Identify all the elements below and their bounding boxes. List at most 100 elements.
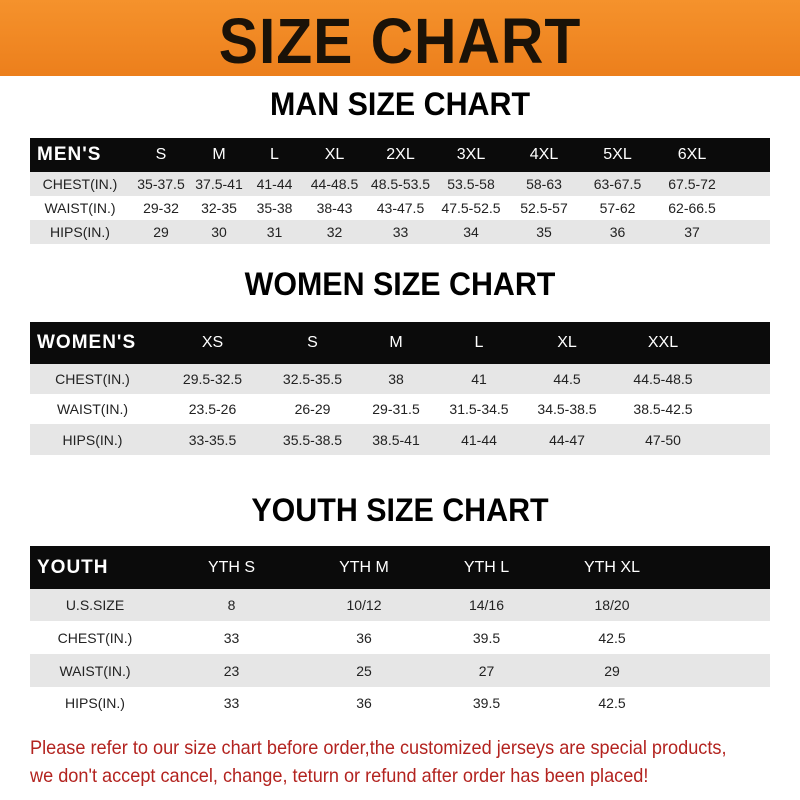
measurement-cell: 42.5 — [598, 694, 626, 711]
table-corner-label: MEN'S — [37, 144, 102, 165]
size-header: L — [270, 146, 279, 163]
row-label: CHEST(IN.) — [55, 371, 130, 387]
measurement-cell: 33 — [223, 629, 240, 646]
measurement-cell: 38.5-42.5 — [633, 401, 693, 417]
table-row: CHEST(IN.) 35-37.5 37.5-41 41-44 44-48.5 48.5… — [30, 172, 770, 196]
table-row: WAIST(IN.) 29-32 32-35 35-38 38-43 43-47.5 47.… — [30, 196, 770, 220]
measurement-cell: 14/16 — [468, 597, 505, 613]
measurement-cell: 29 — [153, 224, 169, 240]
header-row: YOUTH YTH S YTH M YTH L YTH XL — [30, 546, 770, 589]
measurement-cell: 29.5-32.5 — [182, 371, 243, 387]
measurement-cell: 29-31.5 — [372, 401, 420, 417]
table-corner-label: YOUTH — [37, 556, 109, 578]
size-header: XL — [324, 146, 345, 163]
measurement-cell: 29 — [604, 662, 620, 679]
row-label: WAIST(IN.) — [56, 401, 129, 417]
measurement-cell: 30 — [211, 224, 227, 240]
table-row: CHEST(IN.) 29.5-32.5 32.5-35.5 38 41 44.5 44.5… — [30, 364, 770, 394]
measurement-cell: 36 — [609, 224, 626, 240]
measurement-cell: 32-35 — [201, 200, 237, 216]
size-header: YTH L — [463, 558, 510, 576]
row-label: WAIST(IN.) — [44, 200, 116, 216]
measurement-cell: 23 — [223, 662, 240, 679]
size-header: 3XL — [456, 146, 486, 163]
banner: SIZE CHART — [0, 0, 800, 77]
measurement-cell: 43-47.5 — [376, 200, 425, 216]
men-section-title: MAN SIZE CHART — [269, 86, 531, 122]
measurement-cell: 8 — [227, 597, 236, 613]
measurement-cell: 62-66.5 — [668, 200, 716, 216]
size-header: 5XL — [603, 146, 632, 163]
measurement-cell: 29-32 — [143, 200, 179, 216]
banner-title: SIZE CHART — [218, 5, 582, 77]
measurement-cell: 52.5-57 — [520, 200, 568, 216]
measurement-cell: 32 — [326, 224, 343, 240]
measurement-cell: 47.5-52.5 — [441, 200, 501, 216]
measurement-cell: 41-44 — [256, 176, 293, 192]
measurement-cell: 23.5-26 — [188, 401, 237, 417]
table-row: HIPS(IN.) 29 30 31 32 33 34 35 36 37 — [30, 220, 770, 244]
measurement-cell: 35-38 — [256, 200, 293, 216]
size-header: XXL — [647, 334, 679, 351]
measurement-cell: 58-63 — [526, 176, 562, 192]
measurement-cell: 35 — [536, 224, 552, 240]
measurement-cell: 36 — [356, 629, 372, 646]
measurement-cell: 57-62 — [599, 200, 636, 216]
size-header: M — [389, 334, 403, 351]
order-notice: Please refer to our size chart before or… — [30, 734, 737, 790]
youth-size-table: YOUTH YTH S YTH M YTH L YTH XL U.S.SIZE 8 10/12… — [30, 546, 770, 718]
table-row: HIPS(IN.) 33-35.5 35.5-38.5 38.5-41 41-44 44-… — [30, 424, 770, 455]
measurement-cell: 41-44 — [461, 431, 497, 448]
measurement-cell: 37.5-41 — [195, 176, 243, 192]
row-label: CHEST(IN.) — [57, 629, 133, 646]
measurement-cell: 44.5-48.5 — [633, 371, 693, 387]
size-header: 4XL — [529, 146, 559, 163]
size-header: L — [474, 334, 484, 351]
men-size-table: MEN'S S M L XL 2XL 3XL 4XL 5XL 6XL CHEST(IN.) 35-37… — [30, 138, 770, 244]
measurement-cell: 36 — [356, 694, 372, 711]
women-section-title: WOMEN SIZE CHART — [244, 266, 556, 302]
measurement-cell: 53.5-58 — [447, 176, 495, 192]
measurement-cell: 44-48.5 — [310, 176, 359, 192]
youth-section-title: YOUTH SIZE CHART — [251, 492, 549, 528]
measurement-cell: 38 — [388, 371, 404, 387]
women-size-table: WOMEN'S XS S M L XL XXL CHEST(IN.) 29.5-32.5 32.5… — [30, 322, 770, 455]
measurement-cell: 39.5 — [472, 694, 501, 711]
size-header: S — [155, 146, 167, 163]
header-row: WOMEN'S XS S M L XL XXL — [30, 322, 770, 364]
notice-line-2: we don't accept cancel, change, teturn o… — [30, 765, 649, 787]
size-header: 2XL — [386, 146, 415, 163]
size-header: YTH S — [207, 558, 256, 576]
measurement-cell: 34.5-38.5 — [537, 401, 597, 417]
measurement-cell: 33 — [392, 224, 409, 240]
table-row: WAIST(IN.) 23.5-26 26-29 29-31.5 31.5-34.5 34… — [30, 394, 770, 424]
measurement-cell: 10/12 — [346, 597, 382, 613]
measurement-cell: 67.5-72 — [668, 176, 716, 192]
size-header: YTH M — [339, 558, 389, 576]
measurement-cell: 27 — [478, 662, 495, 679]
measurement-cell: 33 — [223, 694, 240, 711]
size-header: XS — [201, 334, 224, 351]
measurement-cell: 35.5-38.5 — [282, 431, 343, 448]
measurement-cell: 25 — [356, 662, 372, 679]
row-label: HIPS(IN.) — [62, 431, 123, 448]
header-row: MEN'S S M L XL 2XL 3XL 4XL 5XL 6XL — [30, 138, 770, 172]
size-header: M — [212, 146, 226, 163]
size-header: S — [307, 334, 318, 351]
row-label: U.S.SIZE — [65, 597, 125, 613]
measurement-cell: 63-67.5 — [593, 176, 642, 192]
row-label: CHEST(IN.) — [42, 176, 118, 192]
table-row: WAIST(IN.) 23 25 27 29 — [30, 654, 770, 687]
row-label: HIPS(IN.) — [65, 694, 125, 711]
measurement-cell: 44-47 — [549, 431, 585, 448]
measurement-cell: 33-35.5 — [188, 431, 237, 448]
measurement-cell: 48.5-53.5 — [370, 176, 431, 192]
size-header: YTH XL — [583, 558, 640, 576]
measurement-cell: 18/20 — [594, 597, 630, 613]
size-header: XL — [557, 334, 577, 351]
table-corner-label: WOMEN'S — [37, 332, 137, 353]
measurement-cell: 44.5 — [553, 371, 581, 387]
measurement-cell: 38-43 — [316, 200, 353, 216]
measurement-cell: 37 — [684, 224, 700, 240]
measurement-cell: 32.5-35.5 — [282, 371, 343, 387]
